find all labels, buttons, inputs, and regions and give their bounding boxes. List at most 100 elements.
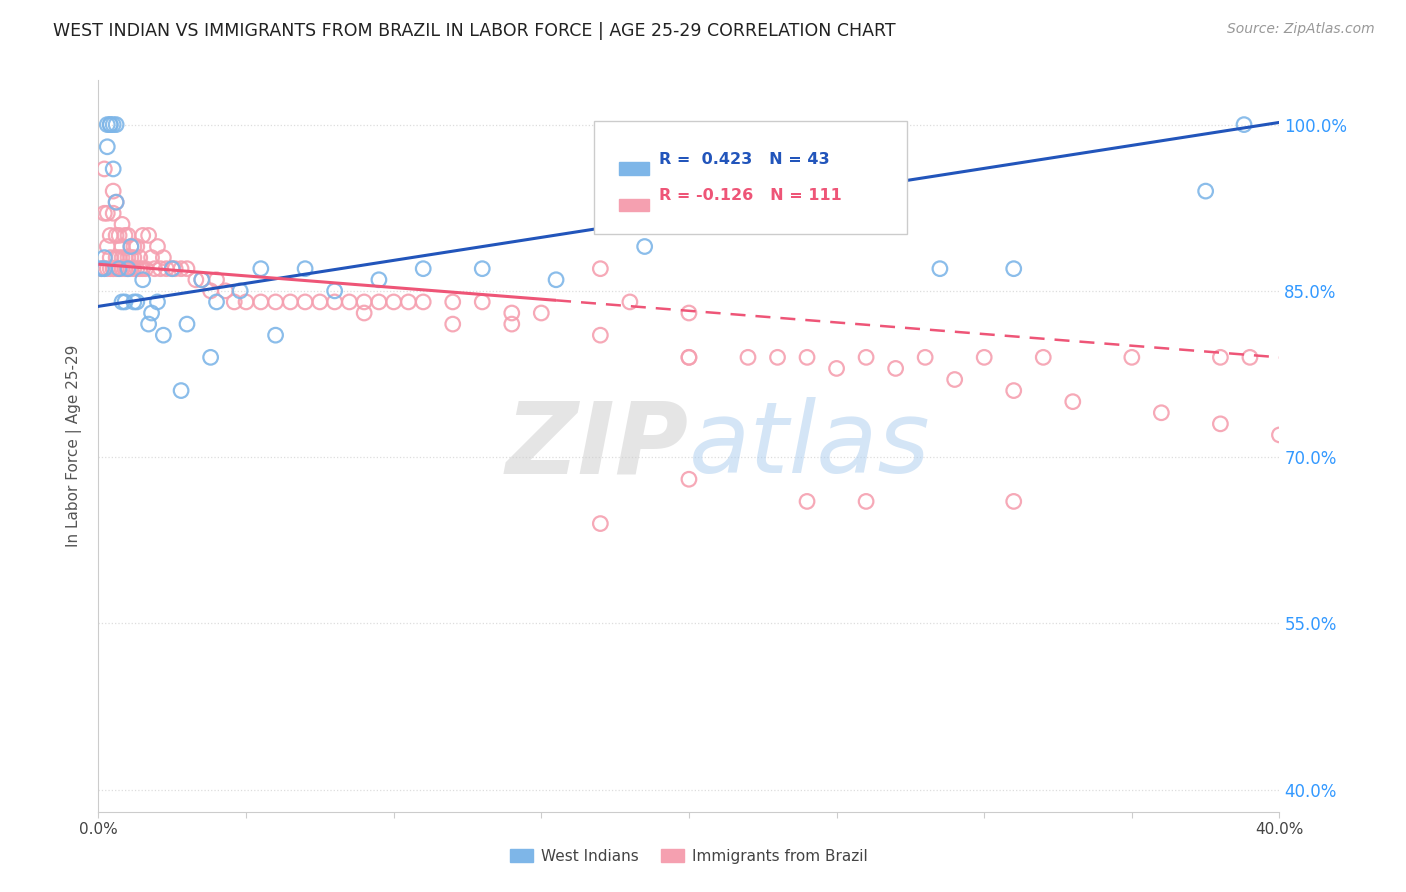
Point [737, 351, 759, 365]
Point [1239, 351, 1261, 365]
Point [1195, 184, 1218, 198]
Point [471, 261, 494, 276]
Point [103, 161, 125, 176]
Point [93, 261, 115, 276]
Point [152, 251, 174, 265]
Point [135, 261, 157, 276]
Point [141, 251, 163, 265]
Point [143, 261, 166, 276]
Point [146, 294, 169, 309]
Point [619, 294, 641, 309]
Point [105, 251, 128, 265]
FancyBboxPatch shape [619, 162, 650, 175]
Point [294, 261, 316, 276]
Point [501, 317, 523, 331]
Point [1032, 351, 1054, 365]
Point [162, 261, 183, 276]
Point [111, 251, 134, 265]
Point [128, 261, 150, 276]
Point [98, 118, 121, 132]
Point [162, 261, 183, 276]
Point [120, 239, 142, 253]
Point [825, 361, 848, 376]
Point [229, 284, 252, 298]
Point [105, 228, 128, 243]
Point [530, 306, 553, 320]
Point [165, 261, 187, 276]
Point [138, 317, 160, 331]
Point [353, 294, 375, 309]
Point [1209, 351, 1232, 365]
Point [111, 261, 134, 276]
Point [205, 273, 228, 287]
Y-axis label: In Labor Force | Age 25-29: In Labor Force | Age 25-29 [66, 345, 83, 547]
Point [108, 228, 131, 243]
Point [1150, 406, 1173, 420]
Point [93, 161, 115, 176]
Point [678, 351, 700, 365]
Point [117, 261, 139, 276]
Point [235, 294, 257, 309]
Point [152, 328, 174, 343]
Text: R =  0.423   N = 43: R = 0.423 N = 43 [659, 152, 830, 167]
Point [122, 251, 145, 265]
Point [191, 273, 214, 287]
Point [98, 251, 121, 265]
Point [96, 140, 118, 154]
Point [184, 273, 207, 287]
Point [294, 294, 316, 309]
Point [108, 261, 131, 276]
Point [117, 261, 139, 276]
FancyBboxPatch shape [595, 120, 907, 234]
Point [368, 294, 391, 309]
Point [914, 351, 936, 365]
Point [120, 261, 142, 276]
Point [280, 294, 302, 309]
Point [1233, 118, 1256, 132]
Point [855, 351, 877, 365]
Point [264, 328, 287, 343]
Point [634, 239, 657, 253]
Point [125, 261, 148, 276]
Point [105, 195, 128, 210]
Point [250, 261, 273, 276]
Point [146, 239, 169, 253]
Point [323, 294, 346, 309]
Text: Source: ZipAtlas.com: Source: ZipAtlas.com [1227, 22, 1375, 37]
Point [766, 351, 789, 365]
Point [1002, 261, 1025, 276]
Point [122, 294, 145, 309]
Point [264, 294, 287, 309]
Point [90, 261, 112, 276]
Point [128, 251, 150, 265]
Point [105, 261, 128, 276]
Point [1209, 417, 1232, 431]
Point [398, 294, 420, 309]
Point [96, 118, 118, 132]
Point [205, 294, 228, 309]
Point [323, 284, 346, 298]
Point [93, 206, 115, 220]
Point [105, 195, 128, 210]
Point [96, 239, 118, 253]
Point [120, 251, 142, 265]
Point [132, 261, 155, 276]
Point [441, 294, 464, 309]
Point [796, 351, 818, 365]
Point [214, 284, 236, 298]
Point [108, 251, 131, 265]
Text: atlas: atlas [689, 398, 931, 494]
Point [200, 284, 222, 298]
Point [929, 261, 952, 276]
Point [170, 384, 193, 398]
Point [138, 228, 160, 243]
Point [176, 317, 198, 331]
Point [111, 218, 134, 232]
Point [589, 261, 612, 276]
Text: WEST INDIAN VS IMMIGRANTS FROM BRAZIL IN LABOR FORCE | AGE 25-29 CORRELATION CHA: WEST INDIAN VS IMMIGRANTS FROM BRAZIL IN… [53, 22, 896, 40]
Point [103, 206, 125, 220]
Point [176, 261, 198, 276]
Point [796, 494, 818, 508]
Point [1002, 494, 1025, 508]
Point [90, 261, 112, 276]
